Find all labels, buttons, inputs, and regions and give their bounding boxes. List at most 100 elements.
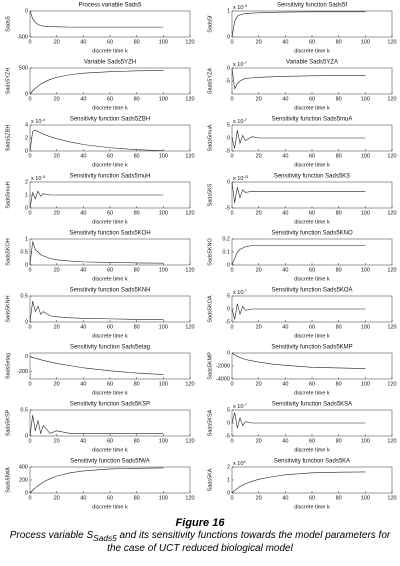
x-tick-label: 100 — [361, 96, 370, 102]
multiplier-exponent: -5 — [41, 174, 45, 179]
x-tick-label: 120 — [185, 267, 194, 273]
y-tick-label: 0 — [25, 433, 28, 439]
y-axis-label: Sads5f — [207, 15, 213, 33]
y-tick-label: 0 — [227, 34, 230, 40]
y-tick-label: 2 — [227, 464, 230, 470]
data-line — [231, 471, 366, 494]
multiplier-base: x 10 — [233, 62, 243, 68]
data-line — [29, 356, 164, 375]
x-tick-label: 120 — [387, 324, 396, 330]
x-tick-label: 80 — [134, 153, 140, 159]
x-tick-label: 60 — [107, 324, 113, 330]
y-tick-label: 0 — [25, 319, 28, 325]
multiplier-exponent: 4 — [243, 459, 246, 464]
x-tick-label: 100 — [361, 39, 370, 45]
multiplier-base: x 10 — [233, 461, 243, 467]
plot-frame — [29, 10, 191, 38]
x-tick-label: 0 — [230, 324, 233, 330]
panel-title: Sensitivity function Sads5f — [277, 3, 347, 9]
y-tick-label: 2 — [25, 135, 28, 141]
x-tick-label: 20 — [54, 381, 60, 387]
y-tick-label: -5 — [225, 148, 230, 154]
multiplier-base: x 10 — [233, 176, 243, 182]
data-line — [29, 129, 164, 152]
data-line — [29, 415, 164, 437]
x-tick-label: 0 — [28, 495, 31, 501]
x-tick-label: 120 — [185, 39, 194, 45]
y-tick-label: -5 — [225, 433, 230, 439]
data-line — [231, 412, 366, 429]
y-tick-label: -5 — [225, 205, 230, 211]
x-tick-label: 120 — [387, 153, 396, 159]
x-tick-label: 40 — [80, 495, 86, 501]
x-tick-label: 20 — [54, 267, 60, 273]
x-tick-label: 0 — [230, 153, 233, 159]
y-tick-label: 0 — [227, 135, 230, 141]
data-line — [231, 352, 366, 369]
y-tick-label: 0.1 — [222, 249, 230, 255]
x-tick-label: 100 — [159, 39, 168, 45]
x-tick-label: 100 — [159, 267, 168, 273]
axis-multiplier: x 10-11 — [233, 174, 250, 182]
figure-panels: Process variable Sads5 Sads5 discrete time… — [5, 3, 396, 511]
x-tick-label: 20 — [54, 210, 60, 216]
x-tick-label: 60 — [309, 495, 315, 501]
x-tick-label: 0 — [230, 39, 233, 45]
y-tick-label: 0 — [227, 179, 230, 185]
x-tick-label: 100 — [159, 96, 168, 102]
x-tick-label: 20 — [256, 210, 262, 216]
data-line — [231, 181, 366, 203]
multiplier-base: x 10 — [31, 176, 41, 182]
x-tick-label: 80 — [134, 267, 140, 273]
x-axis-label: discrete time k — [294, 447, 330, 453]
x-tick-label: 100 — [361, 324, 370, 330]
plot-frame — [29, 466, 191, 494]
figure-number: Figure 16 — [175, 517, 225, 529]
x-tick-label: 40 — [282, 381, 288, 387]
x-tick-label: 0 — [28, 96, 31, 102]
y-tick-label: 400 — [19, 464, 28, 470]
x-tick-label: 20 — [256, 438, 262, 444]
x-tick-label: 120 — [185, 153, 194, 159]
x-tick-label: 80 — [336, 153, 342, 159]
x-tick-label: 100 — [159, 381, 168, 387]
x-axis-label: discrete time k — [92, 276, 128, 282]
x-axis-label: discrete time k — [294, 105, 330, 111]
panel-title: Variable Sads5YZA — [286, 60, 338, 66]
data-line — [29, 190, 164, 209]
panel-title: Sensitivity function Sads5KNH — [69, 288, 150, 294]
plot-frame — [231, 238, 393, 266]
x-tick-label: 40 — [80, 39, 86, 45]
x-tick-label: 100 — [361, 210, 370, 216]
y-tick-label: 1 — [227, 8, 230, 14]
x-tick-label: 20 — [54, 438, 60, 444]
x-tick-label: 40 — [282, 96, 288, 102]
x-tick-label: 40 — [282, 210, 288, 216]
plot-frame — [231, 181, 393, 209]
x-tick-label: 80 — [336, 267, 342, 273]
x-tick-label: 60 — [107, 39, 113, 45]
x-tick-label: 80 — [336, 96, 342, 102]
data-line — [29, 467, 164, 494]
multiplier-base: x 10 — [233, 404, 243, 410]
x-tick-label: 60 — [107, 153, 113, 159]
y-axis-label: Sads5YZH — [5, 68, 11, 95]
y-axis-label: Sads5KSA — [207, 409, 213, 436]
x-tick-label: 120 — [185, 324, 194, 330]
multiplier-exponent: -11 — [243, 174, 249, 179]
x-tick-label: 20 — [54, 324, 60, 330]
x-tick-label: 60 — [309, 210, 315, 216]
y-axis-label: Sads5KNO — [207, 238, 213, 266]
panel-title: Process variable Sads5 — [78, 3, 142, 9]
y-axis-label: Sads5muA — [207, 124, 213, 151]
x-tick-label: 80 — [336, 381, 342, 387]
y-tick-label: 1 — [227, 477, 230, 483]
x-tick-label: 60 — [107, 438, 113, 444]
y-tick-label: 0 — [227, 420, 230, 426]
y-tick-label: 0 — [25, 148, 28, 154]
x-tick-label: 20 — [256, 495, 262, 501]
x-tick-label: 60 — [309, 96, 315, 102]
panel-title: Sensitivity function Sads5KOH — [69, 231, 150, 237]
x-axis-label: discrete time k — [294, 48, 330, 54]
multiplier-base: x 10 — [31, 119, 41, 125]
